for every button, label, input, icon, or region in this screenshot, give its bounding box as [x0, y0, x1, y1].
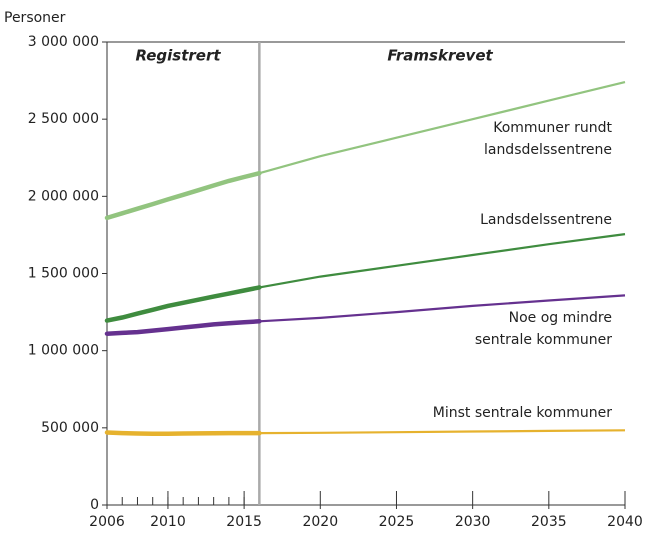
legend-label: Landsdelssentrene	[480, 212, 612, 228]
line-registered	[104, 430, 262, 436]
x-tick-label: 2006	[89, 514, 125, 530]
y-tick-label: 3 000 000	[28, 34, 99, 50]
y-tick-label: 1 000 000	[28, 343, 99, 359]
x-tick-label: 2010	[150, 514, 186, 530]
x-tick-label: 2035	[531, 514, 567, 530]
x-tick-label: 2020	[302, 514, 338, 530]
line-projected	[259, 233, 626, 289]
line-projected	[259, 294, 626, 323]
y-tick-label: 1 500 000	[28, 266, 99, 282]
legend-label: Kommuner rundt landsdelssentrene	[484, 120, 613, 158]
x-tick-label: 2040	[607, 514, 643, 530]
y-tick-label: 2 000 000	[28, 188, 99, 204]
x-tick-label: 2015	[226, 514, 262, 530]
x-tick-label: 2030	[455, 514, 491, 530]
line-registered	[104, 285, 262, 323]
line-registered	[104, 170, 262, 221]
y-tick-label: 0	[90, 497, 99, 513]
y-tick-label: 500 000	[41, 420, 99, 436]
annotation: Registrert	[135, 47, 221, 65]
y-tick-label: 2 500 000	[28, 111, 99, 127]
x-tick-label: 2025	[379, 514, 415, 530]
line-registered	[104, 319, 262, 336]
line-projected	[259, 81, 626, 175]
annotation: Framskrevet	[387, 47, 493, 65]
y-axis-label: Personer	[4, 10, 66, 26]
legend-label: Minst sentrale kommuner	[433, 405, 612, 421]
line-projected	[259, 429, 626, 435]
legend-label: Noe og mindre sentrale kommuner	[475, 310, 612, 348]
